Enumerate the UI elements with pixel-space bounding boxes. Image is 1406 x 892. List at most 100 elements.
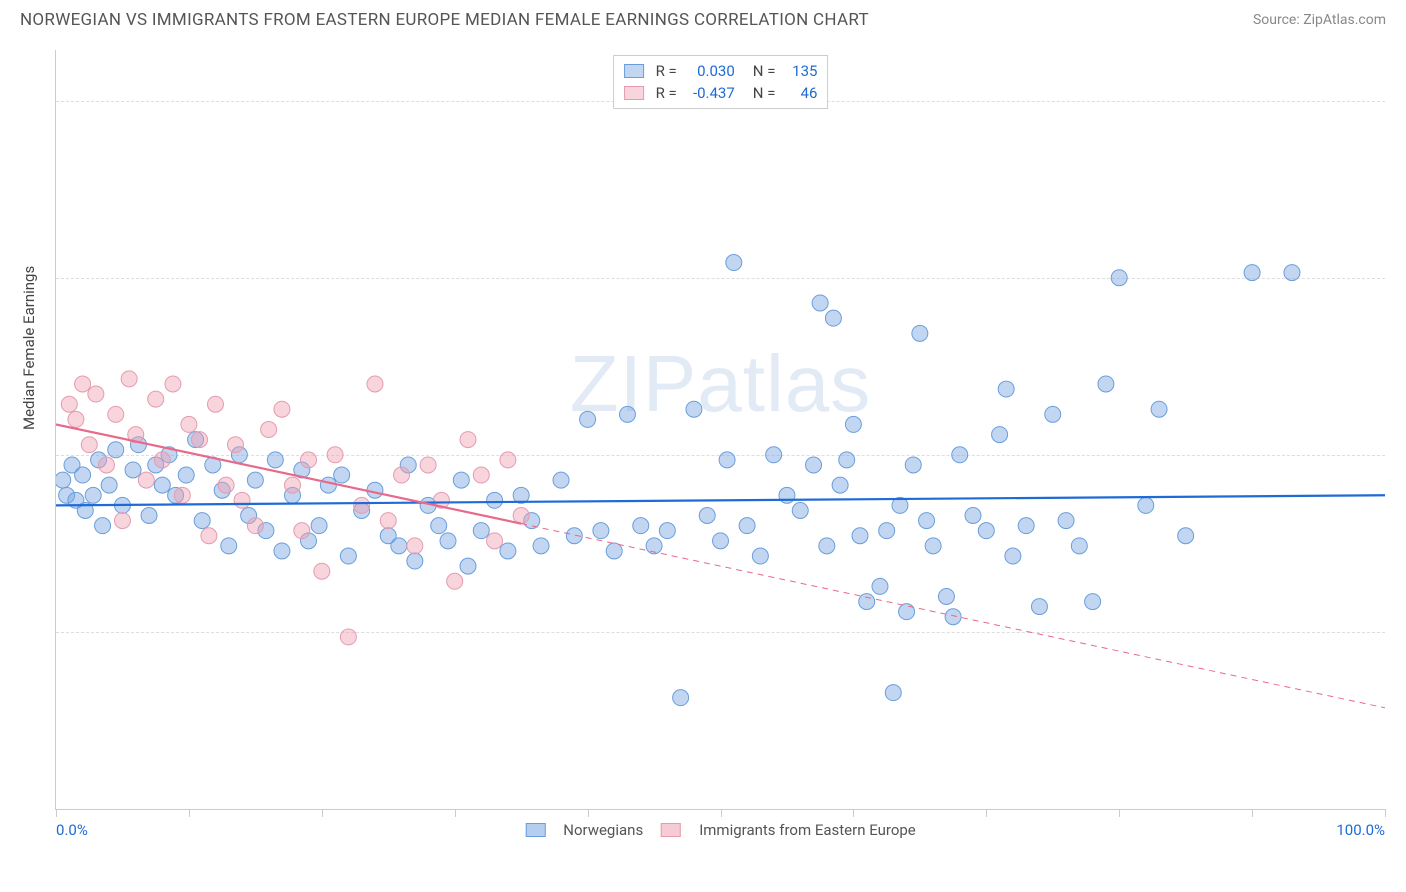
chart-title: NORWEGIAN VS IMMIGRANTS FROM EASTERN EUR… (20, 10, 869, 30)
r-value: 0.030 (685, 60, 735, 82)
data-point (938, 588, 954, 604)
data-point (473, 523, 489, 539)
stats-legend: R =0.030N =135R =-0.437N =46 (613, 55, 829, 109)
n-value: 135 (783, 60, 817, 82)
data-point (88, 386, 104, 402)
data-point (108, 406, 124, 422)
data-point (56, 472, 71, 488)
x-tick-label: 0.0% (56, 821, 88, 839)
x-tick-label: 100.0% (1336, 821, 1385, 839)
data-point (191, 432, 207, 448)
data-point (792, 503, 808, 519)
x-tick (853, 809, 854, 817)
data-point (367, 376, 383, 392)
data-point (919, 513, 935, 529)
data-point (201, 528, 217, 544)
data-point (394, 467, 410, 483)
data-point (1005, 548, 1021, 564)
data-point (285, 477, 301, 493)
data-point (659, 523, 675, 539)
data-point (431, 518, 447, 534)
data-point (154, 452, 170, 468)
data-point (391, 538, 407, 554)
data-point (1045, 406, 1061, 422)
data-point (407, 538, 423, 554)
y-axis-label: Median Female Earnings (20, 266, 38, 430)
x-tick (986, 809, 987, 817)
data-point (75, 376, 91, 392)
data-point (1151, 401, 1167, 417)
data-point (885, 685, 901, 701)
n-label: N = (753, 60, 776, 82)
data-point (633, 518, 649, 534)
data-point (487, 492, 503, 508)
data-point (81, 437, 97, 453)
data-point (447, 573, 463, 589)
data-point (460, 558, 476, 574)
y-tick-label: $45,000 (1395, 446, 1406, 464)
legend-row: R =-0.437N =46 (624, 82, 818, 104)
data-point (646, 538, 662, 554)
data-point (978, 523, 994, 539)
data-point (311, 518, 327, 534)
data-point (580, 411, 596, 427)
x-tick (721, 809, 722, 817)
data-point (194, 513, 210, 529)
data-point (819, 538, 835, 554)
data-point (1098, 376, 1114, 392)
data-point (114, 513, 130, 529)
legend-swatch (624, 86, 644, 100)
legend-swatch (661, 823, 681, 837)
data-point (178, 467, 194, 483)
data-point (327, 447, 343, 463)
data-point (513, 507, 529, 523)
data-point (174, 487, 190, 503)
n-value: 46 (783, 82, 817, 104)
data-point (673, 690, 689, 706)
legend-row: R =0.030N =135 (624, 60, 818, 82)
data-point (1111, 270, 1127, 286)
data-point (165, 376, 181, 392)
data-point (500, 452, 516, 468)
data-point (334, 467, 350, 483)
data-point (1018, 518, 1034, 534)
data-point (440, 533, 456, 549)
data-point (141, 507, 157, 523)
data-point (340, 548, 356, 564)
data-point (1284, 265, 1300, 281)
x-tick (56, 809, 57, 817)
data-point (320, 477, 336, 493)
data-point (1085, 594, 1101, 610)
x-tick (1119, 809, 1120, 817)
data-point (553, 472, 569, 488)
data-point (234, 492, 250, 508)
data-point (68, 411, 84, 427)
data-point (221, 538, 237, 554)
data-point (1244, 265, 1260, 281)
data-point (606, 543, 622, 559)
data-point (912, 325, 928, 341)
data-point (1178, 528, 1194, 544)
data-point (1071, 538, 1087, 554)
data-point (832, 477, 848, 493)
data-point (453, 472, 469, 488)
data-point (420, 457, 436, 473)
data-point (274, 401, 290, 417)
y-tick-label: $27,500 (1395, 623, 1406, 641)
data-point (726, 255, 742, 271)
data-point (965, 507, 981, 523)
data-point (500, 543, 516, 559)
data-point (207, 396, 223, 412)
data-point (314, 563, 330, 579)
data-point (739, 518, 755, 534)
data-point (380, 513, 396, 529)
data-point (766, 447, 782, 463)
x-tick (588, 809, 589, 817)
data-point (905, 457, 921, 473)
data-point (354, 497, 370, 513)
data-point (61, 396, 77, 412)
data-point (247, 518, 263, 534)
data-point (340, 629, 356, 645)
bottom-legend: NorwegiansImmigrants from Eastern Europe (525, 821, 916, 839)
data-point (752, 548, 768, 564)
